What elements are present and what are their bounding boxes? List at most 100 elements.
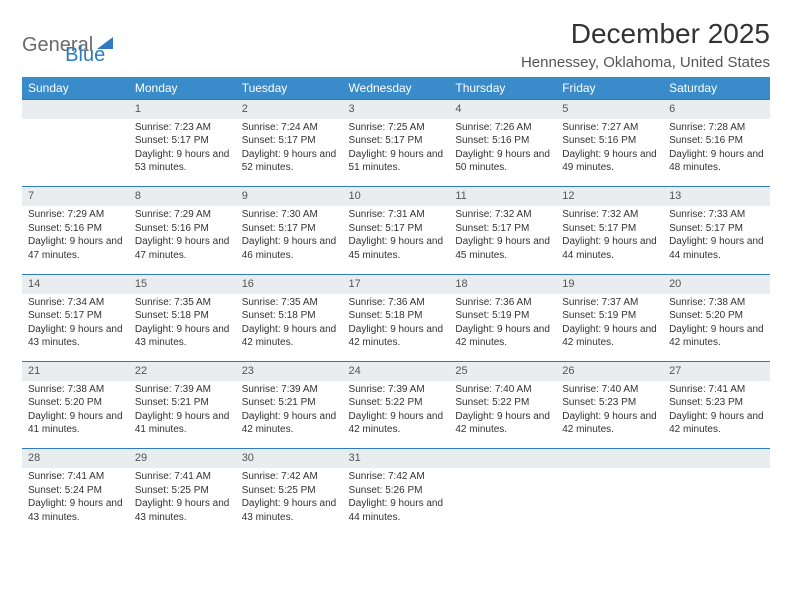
sunrise-text: Sunrise: 7:24 AM xyxy=(242,121,337,135)
daylight-text: Daylight: 9 hours and 53 minutes. xyxy=(135,148,230,175)
sunrise-text: Sunrise: 7:40 AM xyxy=(455,383,550,397)
day-number-cell: 14 xyxy=(22,274,129,293)
sunrise-text: Sunrise: 7:35 AM xyxy=(135,296,230,310)
day-detail-row: Sunrise: 7:23 AMSunset: 5:17 PMDaylight:… xyxy=(22,119,770,187)
day-number-cell xyxy=(22,100,129,119)
day-detail-row: Sunrise: 7:34 AMSunset: 5:17 PMDaylight:… xyxy=(22,294,770,362)
daylight-text: Daylight: 9 hours and 47 minutes. xyxy=(28,235,123,262)
day-number-cell: 27 xyxy=(663,362,770,381)
sunrise-text: Sunrise: 7:25 AM xyxy=(349,121,444,135)
sunrise-text: Sunrise: 7:41 AM xyxy=(28,470,123,484)
day-number-cell: 29 xyxy=(129,449,236,468)
day-number-cell: 22 xyxy=(129,362,236,381)
daylight-text: Daylight: 9 hours and 46 minutes. xyxy=(242,235,337,262)
daylight-text: Daylight: 9 hours and 44 minutes. xyxy=(669,235,764,262)
sunrise-text: Sunrise: 7:32 AM xyxy=(562,208,657,222)
day-number-cell: 2 xyxy=(236,100,343,119)
day-detail-cell: Sunrise: 7:38 AMSunset: 5:20 PMDaylight:… xyxy=(663,294,770,362)
sunset-text: Sunset: 5:17 PM xyxy=(242,222,337,236)
daylight-text: Daylight: 9 hours and 45 minutes. xyxy=(349,235,444,262)
sunrise-text: Sunrise: 7:39 AM xyxy=(349,383,444,397)
sunrise-text: Sunrise: 7:42 AM xyxy=(242,470,337,484)
sunset-text: Sunset: 5:16 PM xyxy=(28,222,123,236)
day-detail-cell: Sunrise: 7:35 AMSunset: 5:18 PMDaylight:… xyxy=(236,294,343,362)
day-detail-cell: Sunrise: 7:40 AMSunset: 5:22 PMDaylight:… xyxy=(449,381,556,449)
day-number-cell: 25 xyxy=(449,362,556,381)
sunset-text: Sunset: 5:20 PM xyxy=(28,396,123,410)
weekday-header: Saturday xyxy=(663,77,770,100)
day-number-row: 28293031 xyxy=(22,449,770,468)
day-detail-cell: Sunrise: 7:28 AMSunset: 5:16 PMDaylight:… xyxy=(663,119,770,187)
sunrise-text: Sunrise: 7:41 AM xyxy=(135,470,230,484)
sunrise-text: Sunrise: 7:39 AM xyxy=(135,383,230,397)
day-detail-cell: Sunrise: 7:25 AMSunset: 5:17 PMDaylight:… xyxy=(343,119,450,187)
sunrise-text: Sunrise: 7:37 AM xyxy=(562,296,657,310)
day-number-cell: 1 xyxy=(129,100,236,119)
sunrise-text: Sunrise: 7:27 AM xyxy=(562,121,657,135)
sunset-text: Sunset: 5:23 PM xyxy=(562,396,657,410)
day-detail-cell: Sunrise: 7:26 AMSunset: 5:16 PMDaylight:… xyxy=(449,119,556,187)
daylight-text: Daylight: 9 hours and 51 minutes. xyxy=(349,148,444,175)
month-title: December 2025 xyxy=(521,18,770,50)
sunrise-text: Sunrise: 7:29 AM xyxy=(135,208,230,222)
day-number-cell: 9 xyxy=(236,187,343,206)
day-number-row: 21222324252627 xyxy=(22,362,770,381)
day-detail-cell: Sunrise: 7:42 AMSunset: 5:25 PMDaylight:… xyxy=(236,468,343,536)
day-number-cell: 3 xyxy=(343,100,450,119)
sunset-text: Sunset: 5:24 PM xyxy=(28,484,123,498)
title-block: December 2025 Hennessey, Oklahoma, Unite… xyxy=(521,18,770,71)
day-detail-cell: Sunrise: 7:31 AMSunset: 5:17 PMDaylight:… xyxy=(343,206,450,274)
day-detail-cell: Sunrise: 7:27 AMSunset: 5:16 PMDaylight:… xyxy=(556,119,663,187)
weekday-header: Wednesday xyxy=(343,77,450,100)
day-detail-cell: Sunrise: 7:39 AMSunset: 5:21 PMDaylight:… xyxy=(236,381,343,449)
sunset-text: Sunset: 5:25 PM xyxy=(135,484,230,498)
sunset-text: Sunset: 5:17 PM xyxy=(242,134,337,148)
logo: General Blue xyxy=(22,18,105,67)
daylight-text: Daylight: 9 hours and 45 minutes. xyxy=(455,235,550,262)
sunset-text: Sunset: 5:16 PM xyxy=(562,134,657,148)
day-detail-cell: Sunrise: 7:34 AMSunset: 5:17 PMDaylight:… xyxy=(22,294,129,362)
day-number-cell: 7 xyxy=(22,187,129,206)
day-detail-cell: Sunrise: 7:30 AMSunset: 5:17 PMDaylight:… xyxy=(236,206,343,274)
daylight-text: Daylight: 9 hours and 42 minutes. xyxy=(669,410,764,437)
day-detail-cell: Sunrise: 7:23 AMSunset: 5:17 PMDaylight:… xyxy=(129,119,236,187)
weekday-header: Friday xyxy=(556,77,663,100)
sunrise-text: Sunrise: 7:29 AM xyxy=(28,208,123,222)
day-detail-cell: Sunrise: 7:24 AMSunset: 5:17 PMDaylight:… xyxy=(236,119,343,187)
sunrise-text: Sunrise: 7:36 AM xyxy=(349,296,444,310)
daylight-text: Daylight: 9 hours and 43 minutes. xyxy=(135,323,230,350)
sunset-text: Sunset: 5:22 PM xyxy=(455,396,550,410)
day-detail-cell: Sunrise: 7:29 AMSunset: 5:16 PMDaylight:… xyxy=(22,206,129,274)
header: General Blue December 2025 Hennessey, Ok… xyxy=(22,18,770,71)
daylight-text: Daylight: 9 hours and 42 minutes. xyxy=(349,323,444,350)
day-detail-cell xyxy=(449,468,556,536)
day-detail-cell: Sunrise: 7:36 AMSunset: 5:19 PMDaylight:… xyxy=(449,294,556,362)
day-number-cell: 17 xyxy=(343,274,450,293)
day-number-cell: 21 xyxy=(22,362,129,381)
day-detail-cell: Sunrise: 7:33 AMSunset: 5:17 PMDaylight:… xyxy=(663,206,770,274)
day-detail-row: Sunrise: 7:38 AMSunset: 5:20 PMDaylight:… xyxy=(22,381,770,449)
day-detail-cell: Sunrise: 7:39 AMSunset: 5:22 PMDaylight:… xyxy=(343,381,450,449)
sunrise-text: Sunrise: 7:41 AM xyxy=(669,383,764,397)
sunrise-text: Sunrise: 7:34 AM xyxy=(28,296,123,310)
day-detail-cell: Sunrise: 7:42 AMSunset: 5:26 PMDaylight:… xyxy=(343,468,450,536)
day-number-cell: 19 xyxy=(556,274,663,293)
weekday-header: Thursday xyxy=(449,77,556,100)
daylight-text: Daylight: 9 hours and 42 minutes. xyxy=(562,410,657,437)
sunrise-text: Sunrise: 7:38 AM xyxy=(669,296,764,310)
weekday-header-row: Sunday Monday Tuesday Wednesday Thursday… xyxy=(22,77,770,100)
day-number-row: 123456 xyxy=(22,100,770,119)
weekday-header: Monday xyxy=(129,77,236,100)
daylight-text: Daylight: 9 hours and 41 minutes. xyxy=(28,410,123,437)
day-detail-cell: Sunrise: 7:40 AMSunset: 5:23 PMDaylight:… xyxy=(556,381,663,449)
day-detail-cell: Sunrise: 7:38 AMSunset: 5:20 PMDaylight:… xyxy=(22,381,129,449)
day-number-cell: 24 xyxy=(343,362,450,381)
sunset-text: Sunset: 5:21 PM xyxy=(242,396,337,410)
sunset-text: Sunset: 5:23 PM xyxy=(669,396,764,410)
day-number-cell xyxy=(449,449,556,468)
day-number-cell: 8 xyxy=(129,187,236,206)
day-number-cell xyxy=(556,449,663,468)
sunset-text: Sunset: 5:16 PM xyxy=(455,134,550,148)
daylight-text: Daylight: 9 hours and 48 minutes. xyxy=(669,148,764,175)
daylight-text: Daylight: 9 hours and 43 minutes. xyxy=(242,497,337,524)
